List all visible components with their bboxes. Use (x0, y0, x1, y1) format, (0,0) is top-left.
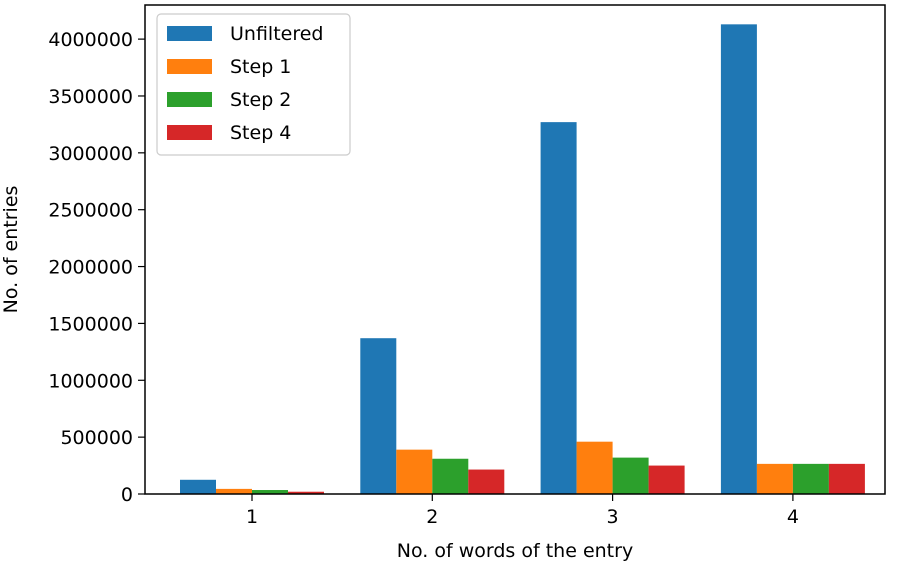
legend-label: Step 2 (230, 89, 291, 111)
y-tick-label: 0 (121, 484, 133, 506)
y-axis-label: No. of entries (0, 186, 22, 314)
bar-unfiltered-3 (540, 122, 577, 494)
bar-step-2-1 (252, 490, 288, 494)
bar-step-2-4 (792, 463, 829, 494)
y-tick-label: 3000000 (48, 143, 133, 165)
legend-box (156, 13, 351, 156)
x-tick-label: 2 (426, 506, 438, 528)
bar-step-2-2 (432, 458, 469, 494)
bar-unfiltered-4 (720, 24, 757, 495)
x-tick-label: 3 (607, 506, 619, 528)
y-tick-label: 2000000 (48, 257, 133, 279)
legend: Unfiltered Step 1 Step 2 Step 4 (156, 13, 351, 156)
bar-step-4-1 (288, 491, 324, 494)
legend-label: Unfiltered (230, 23, 323, 45)
bar-step-4-4 (828, 463, 865, 494)
bar-step-4-3 (648, 465, 685, 494)
legend-swatch (167, 92, 212, 107)
bar-step-4-2 (468, 469, 505, 494)
bars-group (180, 24, 865, 495)
plot-area-frame (144, 4, 886, 495)
y-tick-label: 1500000 (48, 313, 133, 335)
x-tick-label: 1 (246, 506, 258, 528)
legend-label: Step 1 (230, 56, 291, 78)
legend-label: Step 4 (230, 122, 291, 144)
y-tick-label: 500000 (60, 427, 133, 449)
bar-step-1-3 (576, 441, 613, 494)
legend-swatch (167, 59, 212, 74)
y-tick-label: 4000000 (48, 29, 133, 51)
x-axis: 1 2 3 4 (246, 494, 799, 528)
bar-step-2-3 (612, 457, 649, 494)
y-tick-label: 1000000 (48, 370, 133, 392)
bar-step-1-1 (216, 488, 252, 494)
legend-swatch (167, 125, 212, 140)
x-tick-label: 4 (787, 506, 799, 528)
y-tick-label: 2500000 (48, 200, 133, 222)
bar-unfiltered-2 (360, 338, 397, 494)
legend-swatch (167, 26, 212, 41)
bar-step-1-2 (396, 449, 433, 494)
bar-unfiltered-1 (180, 479, 216, 494)
y-tick-label: 3500000 (48, 86, 133, 108)
x-axis-label: No. of words of the entry (397, 540, 633, 562)
bar-step-1-4 (756, 463, 793, 494)
y-axis: 0 500000 1000000 1500000 2000000 2500000 30000… (48, 29, 145, 506)
